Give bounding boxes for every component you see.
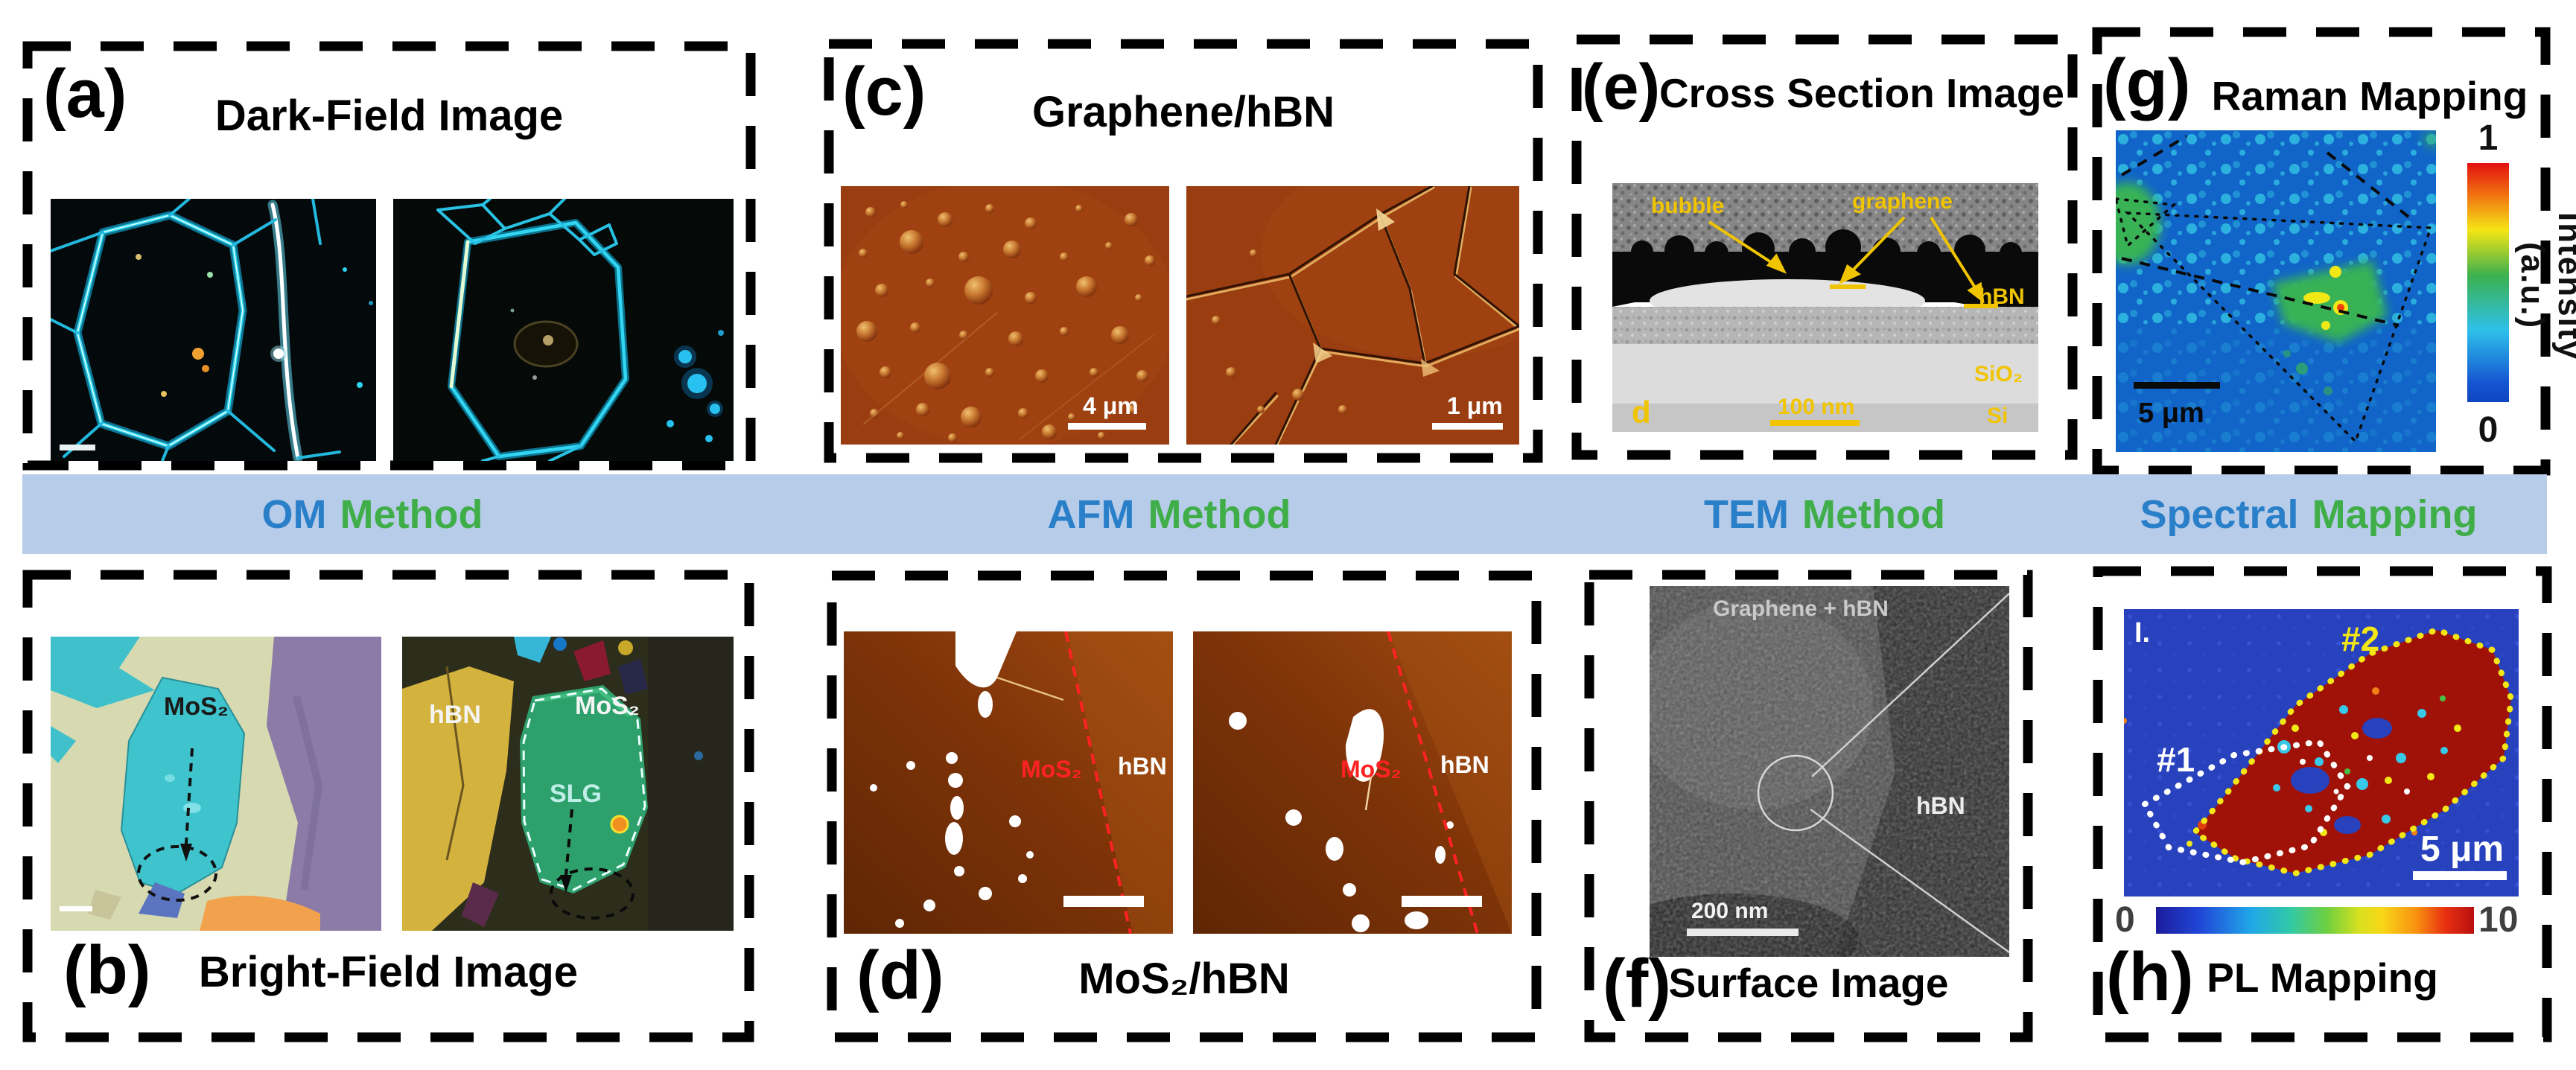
scalebar-d-left — [1063, 896, 1144, 907]
afm-mos2-photo-left: MoS₂ hBN — [844, 631, 1173, 934]
scalebar-c-left-label: 4 μm — [1083, 392, 1139, 419]
method-afm-word: Method — [1148, 491, 1291, 537]
scalebar-f — [1687, 929, 1799, 936]
scalebar-c-right — [1432, 423, 1503, 430]
panel-g-title: Raman Mapping — [2211, 73, 2528, 119]
method-spectral-word: Mapping — [2312, 491, 2478, 537]
raman-colorbar-axis-label: Intensity (a.u.) — [2514, 211, 2576, 360]
panel-f: Graphene + hBN hBN 200 nm (f) Surface Im… — [1584, 570, 2033, 1042]
raman-colorbar — [2467, 163, 2509, 402]
method-tem-word: Method — [1802, 491, 1945, 537]
scalebar-g — [2134, 382, 2220, 389]
panel-f-title: Surface Image — [1668, 960, 1949, 1006]
bright-field-photo-left: MoS₂ — [51, 637, 381, 931]
panel-a: (a) Dark-Field Image — [22, 41, 756, 471]
annotation-bubble: bubble — [1651, 194, 1724, 218]
panel-d: MoS₂ hBN MoS₂ hBN — [827, 570, 1542, 1042]
annotation-sio2: SiO₂ — [1974, 362, 2023, 386]
panel-a-label: (a) — [43, 56, 127, 132]
panel-g: (g) Raman Mapping — [2092, 27, 2576, 476]
pl-map: I. #2 #1 5 μm — [2124, 609, 2519, 897]
method-om: OM Method — [262, 491, 483, 538]
scalebar-e — [1770, 420, 1860, 426]
annotation-b-right-slg: SLG — [550, 780, 602, 808]
scalebar-c-right-label: 1 μm — [1447, 392, 1503, 419]
method-tem-acronym: TEM — [1704, 491, 1790, 537]
method-afm-acronym: AFM — [1047, 491, 1135, 537]
annotation-d: d — [1632, 395, 1651, 430]
method-afm: AFM Method — [1048, 491, 1291, 538]
raman-colorbar-max: 1 — [2478, 118, 2499, 158]
panel-b: MoS₂ — [22, 570, 754, 1042]
annotation-d-left-mos2: MoS₂ — [1021, 756, 1082, 783]
panel-b-label: (b) — [63, 932, 151, 1008]
raman-map: 5 μm — [2116, 130, 2436, 452]
panel-h-title: PL Mapping — [2207, 955, 2438, 1001]
panel-e: (e) Cross Section Image — [1571, 34, 2078, 460]
panel-c: (c) Graphene/hBN — [824, 39, 1543, 463]
scalebar-b-left — [60, 906, 92, 911]
dark-field-photo-right — [393, 199, 734, 461]
annotation-f-hbn: hBN — [1916, 792, 1965, 819]
annotation-si: Si — [1987, 404, 2008, 428]
scalebar-d-right — [1402, 896, 1482, 907]
method-band: OM Method AFM Method TEM Method Spectral Map… — [22, 474, 2547, 554]
panel-h-label: (h) — [2106, 939, 2194, 1015]
method-spectral: Spectral Mapping — [2140, 491, 2477, 538]
afm-mos2-photo-right: MoS₂ hBN — [1193, 631, 1512, 934]
method-spectral-acronym: Spectral — [2140, 491, 2299, 537]
scalebar-h — [2413, 871, 2507, 880]
panel-g-label: (g) — [2103, 45, 2191, 121]
annotation-b-right-mos2: MoS₂ — [575, 692, 640, 720]
scalebar-a-left — [60, 445, 95, 450]
scalebar-e-label: 100 nm — [1778, 395, 1854, 419]
panel-h: I. #2 #1 5 μm 0 10 (h) PL Mapping — [2093, 566, 2552, 1042]
panel-b-title: Bright-Field Image — [198, 948, 579, 996]
panel-f-label: (f) — [1603, 946, 1671, 1022]
annotation-h-region2: #2 — [2341, 620, 2379, 658]
annotation-b-left-mos2: MoS₂ — [164, 692, 229, 721]
panel-c-title: Graphene/hBN — [1031, 88, 1335, 136]
scalebar-h-label: 5 μm — [2420, 829, 2504, 869]
scalebar-f-label: 200 nm — [1691, 899, 1768, 923]
annotation-f-top: Graphene + hBN — [1713, 596, 1889, 621]
method-om-acronym: OM — [261, 491, 327, 537]
tem-cross-section-photo: bubble graphene hBN SiO₂ Si d 100 nm — [1612, 183, 2038, 432]
bright-field-photo-right: hBN MoS₂ SLG — [402, 637, 734, 931]
pl-colorbar — [2156, 907, 2474, 934]
annotation-d-right-hbn: hBN — [1440, 751, 1489, 778]
method-tem: TEM Method — [1704, 491, 1945, 538]
scalebar-c-left — [1068, 423, 1146, 430]
annotation-h-corner: I. — [2134, 617, 2150, 649]
panel-a-title: Dark-Field Image — [214, 92, 564, 140]
panel-d-title: MoS₂/hBN — [1078, 955, 1290, 1003]
annotation-h-region1: #1 — [2157, 740, 2195, 779]
panel-e-label: (e) — [1582, 51, 1661, 123]
raman-colorbar-min: 0 — [2478, 410, 2499, 450]
tem-surface-photo: Graphene + hBN hBN 200 nm — [1650, 586, 2009, 957]
annotation-d-right-mos2: MoS₂ — [1341, 756, 1402, 783]
afm-graphene-photo-left: 4 μm — [841, 186, 1169, 445]
pl-colorbar-min: 0 — [2115, 900, 2135, 940]
annotation-b-right-hbn: hBN — [429, 701, 481, 729]
dark-field-photo-left — [51, 199, 376, 461]
pl-colorbar-max: 10 — [2478, 900, 2519, 940]
scalebar-g-label: 5 μm — [2138, 398, 2204, 429]
annotation-graphene: graphene — [1852, 189, 1953, 214]
panel-e-title: Cross Section Image — [1659, 70, 2065, 116]
panel-c-label: (c) — [842, 54, 926, 130]
method-om-word: Method — [340, 491, 483, 537]
afm-graphene-photo-right: 1 μm — [1186, 186, 1519, 445]
panel-d-label: (d) — [856, 937, 944, 1013]
annotation-d-left-hbn: hBN — [1118, 753, 1167, 780]
